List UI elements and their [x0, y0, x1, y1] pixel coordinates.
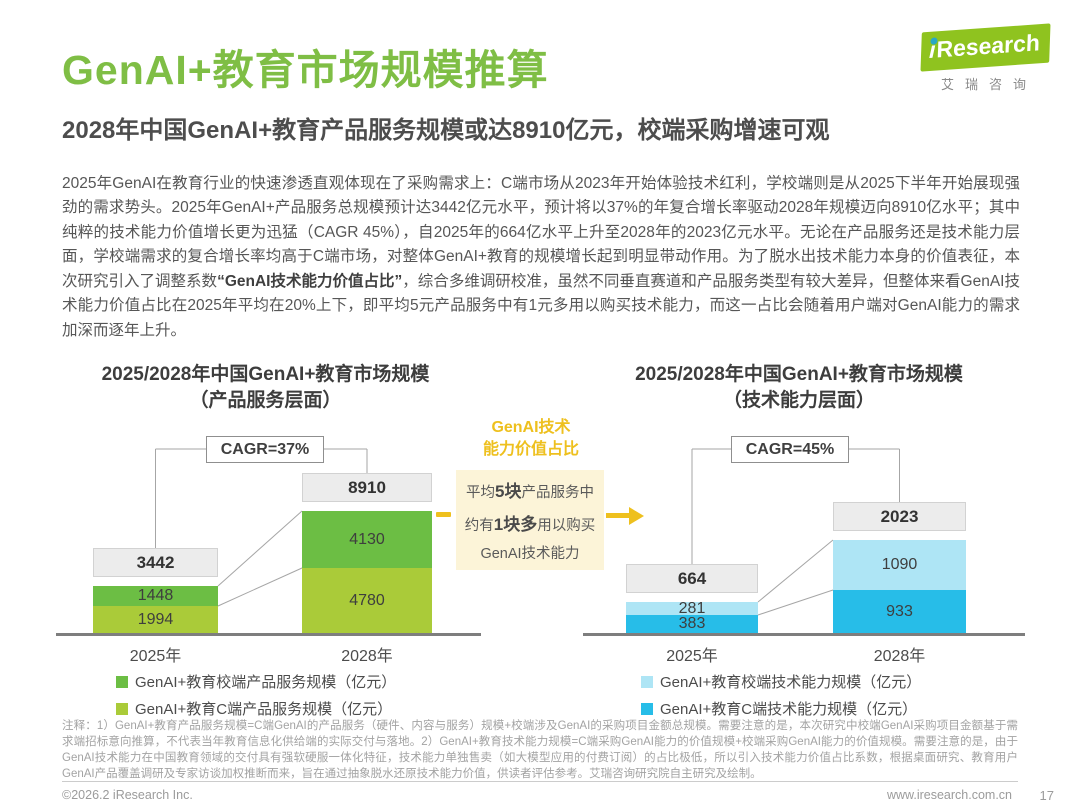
chart-tech-capability: 2025/2028年中国GenAI+教育市场规模 （技术能力层面） CAGR=4…: [583, 362, 1025, 718]
segment-consumer-2025: 1994: [93, 606, 218, 633]
segment-school-2028: 4130: [302, 511, 432, 568]
arrow-right-icon: [606, 513, 631, 518]
legend-label: GenAI+教育C端产品服务规模（亿元）: [135, 701, 393, 718]
x-tick-2025: 2025年: [666, 648, 718, 665]
segment-value: 281: [678, 599, 706, 617]
x-tick-2028: 2028年: [341, 648, 393, 665]
legend-item: GenAI+教育C端技术能力规模（亿元）: [641, 695, 921, 722]
legend-swatch-school-icon: [116, 675, 128, 688]
note-line3: GenAI技术能力: [480, 545, 580, 562]
total-label-2028: 8910: [302, 473, 432, 502]
chart-product-service: 2025/2028年中国GenAI+教育市场规模 （产品服务层面） CAGR=3…: [56, 362, 481, 718]
legend-product-service: GenAI+教育校端产品服务规模（亿元） GenAI+教育C端产品服务规模（亿元…: [116, 668, 396, 722]
segment-school-2025: 281: [626, 599, 758, 617]
x-tick-2028: 2028年: [873, 648, 926, 665]
iresearch-logo: i Research 艾瑞咨询: [919, 23, 1051, 93]
legend-item: GenAI+教育校端技术能力规模（亿元）: [641, 668, 921, 695]
legend-swatch-school-icon: [641, 675, 653, 688]
segment-value: 1090: [881, 556, 918, 573]
note-line2: 约有1块多用以购买: [464, 514, 596, 534]
logo-letter-i: i: [928, 36, 938, 63]
legend-label: GenAI+教育校端技术能力规模（亿元）: [660, 674, 922, 691]
segment-value: 933: [886, 602, 913, 620]
stacked-bar-2028: 1090 933: [833, 540, 966, 633]
segment-consumer-2028: 4780: [302, 568, 432, 633]
footer-divider: [62, 781, 1018, 782]
stacked-bar-2025: 1448 1994: [93, 586, 218, 633]
bar-plot-product-service: CAGR=37% 3442 8910 1448 1994 4130 4780 2…: [56, 428, 481, 668]
segment-value: 4780: [349, 591, 385, 609]
body-paragraph: 2025年GenAI在教育行业的快速渗透直观体现在了采购需求上：C端市场从202…: [62, 172, 1020, 343]
logo-wordmark: Research: [935, 29, 1040, 63]
coefficient-title-line2: 能力价值占比: [482, 441, 579, 459]
legend-tech-capability: GenAI+教育校端技术能力规模（亿元） GenAI+教育C端技术能力规模（亿元…: [641, 668, 921, 722]
legend-label: GenAI+教育校端产品服务规模（亿元）: [135, 674, 397, 691]
footnote: 注释：1）GenAI+教育产品服务规模=C端GenAI的产品服务（硬件、内容与服…: [62, 720, 1018, 781]
footer-website: www.iresearch.com.cn: [886, 788, 1012, 802]
cagr-label: CAGR=45%: [731, 436, 849, 463]
logo-i-dot: [929, 37, 938, 45]
chart-title-line1: 2025/2028年中国GenAI+教育市场规模: [101, 364, 430, 385]
legend-swatch-consumer-icon: [116, 702, 128, 715]
footer-copyright: ©2026.2 iResearch Inc.: [62, 788, 193, 802]
page-title: GenAI+教育市场规模推算: [62, 47, 549, 93]
chart-title: 2025/2028年中国GenAI+教育市场规模 （技术能力层面）: [583, 362, 1015, 413]
chart-title-line1: 2025/2028年中国GenAI+教育市场规模: [635, 364, 963, 385]
segment-school-2025: 1448: [93, 586, 218, 606]
bar-plot-tech-capability: CAGR=45% 664 2023 281 383 1090 933 2025年…: [583, 428, 1025, 668]
body-text-bold: “GenAI技术能力价值占比”: [217, 272, 403, 290]
x-axis-line: [583, 633, 1025, 636]
x-axis-line: [56, 633, 481, 636]
page-number: 17: [1039, 788, 1054, 803]
segment-value: 4130: [349, 530, 385, 548]
x-tick-2025: 2025年: [129, 648, 182, 665]
logo-chinese-name: 艾瑞咨询: [940, 77, 1037, 92]
coefficient-title: GenAI技术 能力价值占比: [453, 417, 609, 462]
segment-consumer-2025: 383: [626, 615, 758, 633]
segment-value: 383: [678, 615, 706, 632]
body-text-part2: ，综合多维调研校准，虽然不同垂直赛道和产品服务类型有较大差异，但整体来看GenA…: [62, 272, 1020, 339]
chart-title: 2025/2028年中国GenAI+教育市场规模 （产品服务层面）: [58, 362, 473, 413]
body-text-part1: 2025年GenAI在教育行业的快速渗透直观体现在了采购需求上：C端市场从202…: [62, 175, 1020, 290]
page-subtitle: 2028年中国GenAI+教育产品服务规模或达8910亿元，校端采购增速可观: [62, 117, 830, 144]
legend-item: GenAI+教育C端产品服务规模（亿元）: [116, 695, 396, 722]
note-line1: 平均5块产品服务中: [466, 482, 594, 502]
chart-title-line2: （技术能力层面）: [722, 389, 875, 411]
total-label-2028: 2023: [833, 502, 966, 531]
chart-title-line2: （产品服务层面）: [189, 389, 342, 411]
legend-label: GenAI+教育C端技术能力规模（亿元）: [660, 701, 918, 718]
segment-value: 1448: [137, 587, 174, 604]
dashed-connector-icon: [436, 512, 451, 517]
legend-swatch-consumer-icon: [641, 702, 653, 715]
arrow-right-head-icon: [629, 506, 644, 525]
coefficient-note-box: 平均5块产品服务中 约有1块多用以购买 GenAI技术能力: [456, 470, 604, 570]
iresearch-logo-banner: i Research: [919, 23, 1051, 72]
legend-item: GenAI+教育校端产品服务规模（亿元）: [116, 668, 396, 695]
cagr-label: CAGR=37%: [206, 436, 324, 463]
stacked-bar-2028: 4130 4780: [302, 511, 432, 633]
segment-value: 1994: [137, 610, 174, 628]
total-label-2025: 664: [626, 564, 758, 593]
stacked-bar-2025: 281 383: [626, 599, 758, 633]
segment-consumer-2028: 933: [833, 590, 966, 633]
coefficient-title-line1: GenAI技术: [491, 419, 571, 436]
segment-school-2028: 1090: [833, 540, 966, 590]
total-label-2025: 3442: [93, 548, 218, 577]
